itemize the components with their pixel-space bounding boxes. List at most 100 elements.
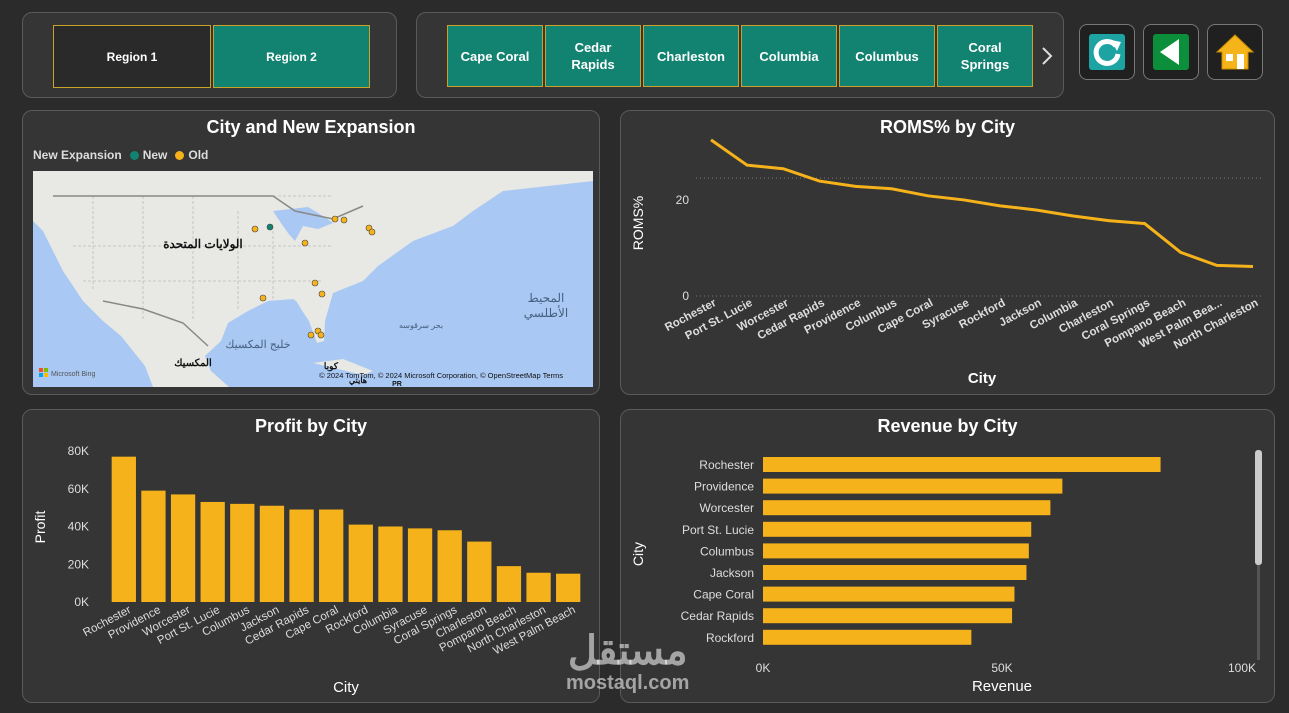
revenue-bar[interactable] [763, 478, 1063, 494]
city-marker[interactable] [301, 239, 309, 247]
revenue-bar[interactable] [763, 500, 1051, 516]
revenue-scrollbar-thumb[interactable] [1255, 450, 1262, 565]
profit-bar[interactable] [141, 490, 166, 602]
profit-bar[interactable] [200, 501, 225, 602]
revenue-bar-chart[interactable]: City Revenue 0K 50K 100K Rochester Provid… [621, 410, 1276, 704]
region-2-button[interactable]: Region 2 [213, 25, 370, 88]
profit-bar[interactable] [289, 509, 314, 602]
watermark: مستقل mostaql.com [566, 630, 689, 694]
map-label-pr: PR [392, 381, 402, 387]
refresh-button[interactable] [1079, 24, 1135, 80]
profit-bar[interactable] [111, 456, 136, 602]
map-legend: New Expansion New Old [33, 148, 208, 162]
map-label-usa: الولايات المتحدة [163, 237, 243, 252]
map-label-mexico: المكسيك [174, 358, 212, 369]
revenue-x-tick: 100K [1228, 661, 1256, 675]
region-1-button[interactable]: Region 1 [53, 25, 211, 88]
revenue-y-tick-label: Rochester [699, 458, 754, 472]
watermark-latin: mostaql.com [566, 672, 690, 694]
city-slicer-panel: Cape Coral Cedar Rapids Charleston Columbia… [416, 12, 1064, 98]
city-marker[interactable] [340, 216, 348, 224]
profit-bar[interactable] [407, 528, 433, 602]
back-arrow-icon [1153, 34, 1189, 70]
city-marker[interactable] [331, 215, 339, 223]
roms-series-line[interactable] [710, 138, 1254, 269]
revenue-bar[interactable] [763, 586, 1015, 602]
legend-new-marker [129, 150, 139, 160]
revenue-bar[interactable] [763, 608, 1013, 624]
refresh-icon [1089, 34, 1125, 70]
revenue-bar[interactable] [763, 543, 1029, 559]
city-button-charleston[interactable]: Charleston [643, 25, 739, 87]
city-marker[interactable] [311, 279, 319, 287]
legend-new-label[interactable]: New [142, 148, 168, 162]
profit-bar[interactable] [348, 524, 373, 602]
profit-y-tick: 80K [68, 444, 89, 458]
revenue-chart-title: Revenue by City [877, 416, 1018, 436]
profit-bar[interactable] [170, 494, 196, 602]
revenue-y-tick-label: Cedar Rapids [681, 609, 754, 623]
legend-title: New Expansion [33, 148, 122, 162]
profit-bar[interactable] [556, 573, 581, 602]
home-icon [1215, 34, 1255, 70]
city-marker[interactable] [259, 294, 267, 302]
profit-bar[interactable] [437, 530, 462, 602]
watermark-arabic: مستقل [567, 629, 688, 673]
profit-bar[interactable] [319, 509, 344, 602]
back-button[interactable] [1143, 24, 1199, 80]
bing-label: Microsoft Bing [51, 371, 95, 378]
profit-bar[interactable] [259, 505, 285, 602]
profit-chart-panel: Profit by City Profit City 0K 20K 40K 60K 80… [22, 409, 600, 703]
city-button-cape-coral[interactable]: Cape Coral [447, 25, 543, 87]
city-button-coral-springs[interactable]: Coral Springs [937, 25, 1033, 87]
city-button-columbia[interactable]: Columbia [741, 25, 837, 87]
map-label-sargasso: بحر سرقوسه [399, 321, 443, 330]
profit-bar[interactable] [467, 541, 492, 602]
revenue-bar[interactable] [763, 629, 972, 645]
city-marker-new[interactable] [266, 223, 274, 231]
legend-old-label[interactable]: Old [188, 148, 209, 162]
roms-y-tick: 20 [676, 193, 690, 207]
revenue-y-tick-label: Rockford [706, 631, 754, 645]
revenue-y-tick-label: Columbus [700, 544, 754, 558]
north-america-land [33, 171, 593, 387]
home-button[interactable] [1207, 24, 1263, 80]
roms-y-tick: 0 [682, 289, 689, 303]
profit-bar[interactable] [526, 572, 551, 602]
region-slicer-panel: Region 1 Region 2 [22, 12, 397, 98]
map-label-atlantic-2: الأطلسي [524, 305, 568, 320]
legend-old-marker [175, 150, 185, 160]
city-marker[interactable] [307, 331, 315, 339]
profit-bar[interactable] [496, 566, 522, 602]
revenue-bar[interactable] [763, 457, 1161, 472]
bing-logo [39, 368, 48, 377]
city-button-columbus[interactable]: Columbus [839, 25, 935, 87]
roms-chart-title: ROMS% by City [879, 117, 1016, 137]
revenue-y-tick-label: Worcester [700, 501, 754, 515]
revenue-bar[interactable] [763, 521, 1032, 537]
map-copyright[interactable]: © 2024 TomTom, © 2024 Microsoft Corporat… [319, 371, 563, 380]
revenue-x-tick: 50K [991, 661, 1012, 675]
profit-y-tick: 40K [68, 520, 89, 534]
chevron-right-icon[interactable] [1039, 43, 1055, 69]
map-panel: City and New Expansion New Expansion New… [22, 110, 600, 395]
city-button-cedar-rapids[interactable]: Cedar Rapids [545, 25, 641, 87]
city-marker[interactable] [317, 331, 325, 339]
profit-x-axis-label: City [333, 679, 359, 696]
map-label-cuba: كوبا [324, 361, 339, 372]
revenue-bar[interactable] [763, 565, 1027, 580]
map-label-haiti: هايتي [349, 376, 367, 386]
revenue-y-tick-label: Providence [694, 480, 754, 494]
city-marker[interactable] [318, 290, 326, 298]
revenue-chart-panel: Revenue by City City Revenue 0K 50K 100K… [620, 409, 1275, 703]
city-marker[interactable] [251, 225, 259, 233]
map-label-gulf: خليج المكسيك [225, 339, 290, 351]
profit-bar[interactable] [378, 526, 403, 603]
city-marker[interactable] [368, 228, 376, 236]
map-canvas[interactable]: الولايات المتحدة خليج المكسيك المكسيك بح… [33, 171, 593, 387]
profit-bar[interactable] [230, 503, 255, 602]
revenue-y-tick-label: Port St. Lucie [682, 523, 754, 537]
revenue-x-axis-label: Revenue [972, 678, 1032, 695]
